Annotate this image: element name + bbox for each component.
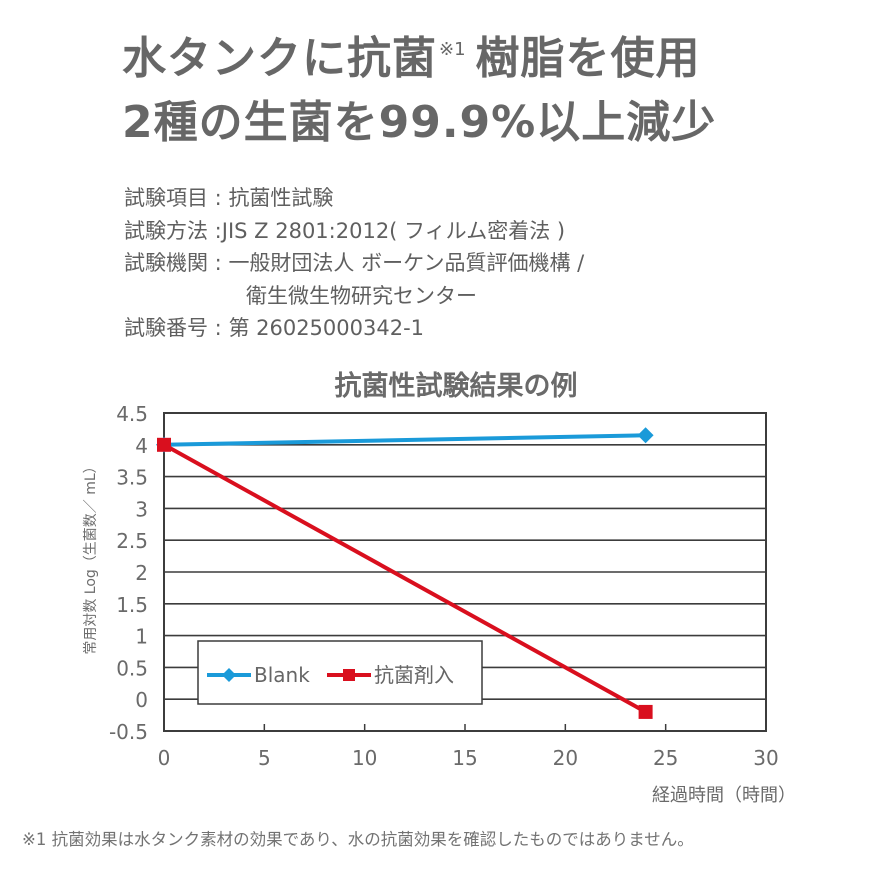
square-marker-icon xyxy=(157,437,171,452)
chart-title-text: 抗菌性試験結果の例 xyxy=(334,371,578,402)
x-axis-label: 経過時間（時間） xyxy=(652,785,796,806)
legend-antibacterial-label: 抗菌剤入 xyxy=(374,663,454,687)
legend: Blank 抗菌剤入 xyxy=(197,640,483,705)
test-info-value: 一般財団法人 ボーケン品質評価機構 / xyxy=(228,251,585,275)
test-info-row: 試験機関 : 一般財団法人 ボーケン品質評価機構 / xyxy=(124,247,584,280)
headline-line-1: 水タンクに抗菌 ※1 樹脂を使用 xyxy=(122,37,701,81)
test-info-row: 試験方法 :JIS Z 2801:2012( フィルム密着法 ) xyxy=(124,215,584,248)
test-info-value: JIS Z 2801:2012( フィルム密着法 ) xyxy=(221,218,566,243)
headline-main: 水タンクに抗菌 xyxy=(122,33,437,84)
y-axis-ticks: -0.5 0 0.5 1 1.5 2 2.5 3 3.5 4 4.5 xyxy=(109,402,148,744)
test-info-row: 衛生微生物研究センター xyxy=(124,280,584,313)
headline-rest: 樹脂を使用 xyxy=(475,33,701,84)
test-info-value: 抗菌性試験 xyxy=(228,186,334,210)
x-tick-label: 5 xyxy=(258,746,271,770)
test-info-row: 試験項目 : 抗菌性試験 xyxy=(124,182,584,215)
data-series xyxy=(156,427,654,719)
legend-blank-label: Blank xyxy=(254,663,310,687)
test-info-value: 衛生微生物研究センター xyxy=(246,283,477,308)
y-tick-label: 4 xyxy=(135,434,148,458)
x-tick-label: 0 xyxy=(158,746,171,770)
test-info-row: 試験番号 : 第 26025000342-1 xyxy=(124,312,584,345)
test-info-label: 試験番号 : xyxy=(124,316,229,340)
x-tick-label: 15 xyxy=(452,746,477,770)
headline-line-2: 2種の生菌を99.9%以上減少 xyxy=(122,97,717,148)
y-tick-label: 1 xyxy=(135,625,148,649)
diamond-marker-icon xyxy=(637,427,654,444)
x-axis-ticks: 0 5 10 15 20 25 30 xyxy=(158,724,779,770)
x-tick-label: 25 xyxy=(653,746,678,770)
y-tick-label: 4.5 xyxy=(116,402,148,426)
y-tick-label: 2 xyxy=(135,561,148,585)
y-tick-label: 1.5 xyxy=(116,593,148,617)
chart-title: 抗菌性試験結果の例 xyxy=(0,364,870,403)
square-marker-icon xyxy=(638,704,653,719)
footnote-marker: ※1 xyxy=(439,39,466,60)
y-tick-label: 3.5 xyxy=(116,466,148,490)
test-info-value: 第 26025000342-1 xyxy=(228,316,425,340)
square-marker-icon xyxy=(343,669,355,681)
test-info-label: 試験方法 : xyxy=(124,218,222,243)
plot-frame xyxy=(163,412,767,732)
test-info: 試験項目 : 抗菌性試験 試験方法 :JIS Z 2801:2012( フィルム… xyxy=(124,182,584,345)
y-tick-label: 3 xyxy=(135,497,148,521)
series-line xyxy=(163,443,647,714)
legend-box xyxy=(197,640,483,705)
footnote: ※1 抗菌効果は水タンク素材の効果であり、水の抗菌効果を確認したものではありませ… xyxy=(22,830,694,849)
x-tick-label: 20 xyxy=(553,746,578,770)
series-line xyxy=(163,433,646,447)
x-tick-label: 10 xyxy=(352,746,377,770)
diamond-marker-icon xyxy=(222,668,236,682)
y-tick-label: 2.5 xyxy=(116,529,148,553)
test-info-label: 試験機関 : xyxy=(124,251,229,275)
y-tick-label: 0.5 xyxy=(116,656,148,680)
x-tick-label: 30 xyxy=(753,746,778,770)
y-tick-label: -0.5 xyxy=(109,720,148,744)
y-axis-label: 常用対数 Log（生菌数／ mL） xyxy=(83,459,99,655)
test-info-label: 試験項目 : xyxy=(124,186,229,210)
gridlines xyxy=(164,443,766,701)
diamond-marker-icon xyxy=(156,436,172,453)
y-tick-label: 0 xyxy=(135,688,148,712)
